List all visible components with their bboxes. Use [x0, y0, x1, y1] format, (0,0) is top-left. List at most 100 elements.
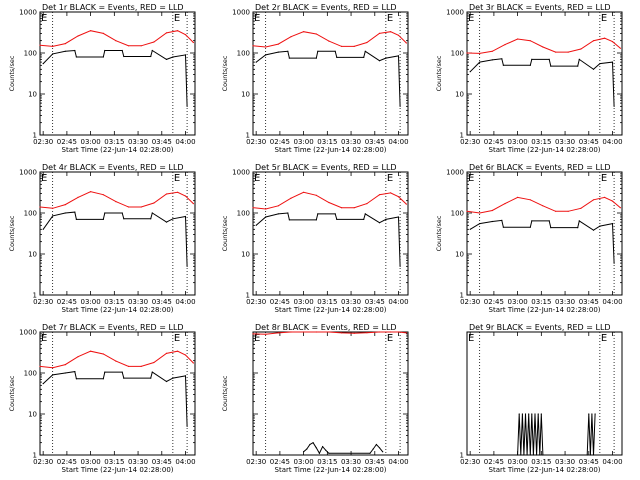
lld-rate-point [378, 331, 381, 333]
x-tick-label: 03:15 [531, 298, 551, 306]
x-tick-label: 02:45 [57, 138, 77, 146]
lld-rate-point [77, 356, 79, 358]
x-tick-label: 03:30 [128, 298, 148, 306]
lld-rate-point [390, 31, 392, 33]
lld-rate-point [115, 201, 117, 203]
lld-rate-point [542, 46, 544, 48]
x-tick-label: 03:30 [128, 458, 148, 466]
panel-title: Det 7r BLACK = Events, RED = LLD [42, 323, 184, 332]
events-rate-point [277, 51, 279, 53]
lld-rate-point [328, 201, 330, 204]
events-rate-point [536, 454, 538, 456]
events-rate-point [104, 371, 106, 373]
x-tick-label: 02:45 [270, 138, 290, 146]
lld-rate-point [252, 45, 254, 47]
events-rate-point [288, 219, 290, 221]
event-marker-label: E [387, 333, 393, 344]
events-rate-point [592, 68, 595, 70]
lld-rate-point [128, 206, 130, 208]
lld-rate-point [555, 51, 557, 53]
lld-rate-line [39, 30, 194, 47]
x-axis-label: Start Time (22-Jun-14 02:28:00) [275, 306, 387, 314]
x-tick-label: 03:15 [317, 298, 337, 306]
lld-rate-point [341, 332, 343, 334]
lld-rate-point [102, 32, 104, 35]
lld-rate-point [405, 203, 407, 205]
lld-rate-point [529, 40, 531, 42]
y-axis-label: Counts/sec [8, 55, 16, 91]
events-rate-point [529, 454, 531, 456]
event-marker-label: E [254, 13, 260, 24]
lld-rate-point [77, 35, 79, 37]
x-tick-label: 02:45 [57, 298, 77, 306]
y-axis-label: Counts/sec [435, 215, 443, 251]
events-rate-point [369, 452, 371, 454]
events-rate-point [265, 216, 267, 218]
panel-title: Det 3r BLACK = Events, RED = LLD [469, 3, 611, 12]
y-tick-label: 10 [455, 91, 464, 99]
event-marker-label: E [468, 333, 474, 344]
events-rate-point [184, 215, 187, 218]
panel-title: Det 9r BLACK = Events, RED = LLD [469, 323, 611, 332]
events-rate-point [150, 377, 152, 379]
x-tick-label: 02:30 [33, 138, 53, 146]
event-marker-label: E [468, 13, 474, 24]
lld-rate-point [277, 332, 279, 334]
panel-title: Det 1r BLACK = Events, RED = LLD [42, 3, 184, 12]
x-tick-label: 04:00 [388, 298, 408, 306]
y-axis-label: Counts/sec [221, 375, 229, 411]
events-rate-point [75, 218, 77, 220]
events-rate-point [184, 375, 187, 377]
events-rate-point [532, 454, 535, 456]
event-marker-label: E [601, 333, 607, 344]
x-tick-label: 04:00 [175, 138, 195, 146]
events-rate-point [309, 443, 311, 446]
lld-rate-point [115, 40, 117, 42]
x-tick-label: 03:30 [555, 458, 575, 466]
events-rate-point [255, 224, 257, 226]
x-tick-label: 02:30 [33, 298, 53, 306]
lld-rate-point [153, 202, 155, 204]
x-tick-label: 03:30 [555, 298, 575, 306]
events-rate-point [255, 61, 257, 63]
events-rate-point [312, 442, 314, 444]
x-axis-label: Start Time (22-Jun-14 02:28:00) [489, 146, 601, 154]
x-tick-label: 02:45 [270, 458, 290, 466]
y-tick-label: 1 [460, 292, 464, 300]
y-tick-label: 10 [28, 411, 37, 419]
events-rate-point [186, 105, 188, 107]
events-rate-point [287, 212, 289, 214]
x-tick-label: 02:45 [484, 138, 504, 146]
x-tick-label: 03:15 [531, 458, 551, 466]
events-rate-point [277, 213, 279, 215]
events-rate-point [74, 49, 76, 52]
lld-rate-point [517, 196, 519, 198]
lld-rate-point [580, 207, 582, 209]
events-rate-point [592, 229, 595, 231]
events-rate-point [524, 413, 527, 415]
events-rate-point [528, 413, 530, 415]
lld-rate-point [52, 367, 54, 369]
events-rate-point [363, 218, 365, 220]
x-tick-label: 03:45 [579, 298, 599, 306]
lld-rate-point [611, 41, 614, 43]
lld-rate-line [252, 331, 407, 335]
lld-rate-point [52, 45, 54, 48]
lld-rate-point [366, 41, 368, 44]
y-tick-label: 10 [28, 251, 37, 259]
x-tick-label: 03:45 [365, 298, 385, 306]
x-axis-label: Start Time (22-Jun-14 02:28:00) [62, 466, 174, 474]
events-rate-point [52, 53, 54, 55]
events-rate-point [322, 446, 324, 448]
events-rate-point [382, 451, 384, 453]
x-tick-label: 04:00 [388, 138, 408, 146]
event-marker-label: E [174, 13, 180, 24]
lld-rate-point [466, 210, 468, 212]
lld-rate-point [128, 365, 130, 367]
events-rate-point [315, 447, 317, 449]
events-rate-point [104, 49, 106, 52]
events-rate-point [306, 448, 308, 450]
lld-rate-point [479, 212, 481, 214]
x-tick-label: 03:00 [294, 138, 314, 146]
lld-rate-line [466, 37, 621, 54]
